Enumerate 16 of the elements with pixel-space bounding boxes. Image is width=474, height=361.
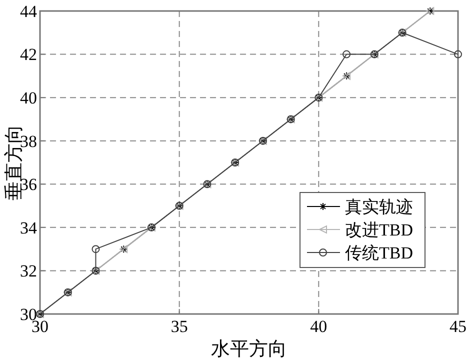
y-tick-label: 32	[20, 262, 37, 281]
y-tick-label: 42	[20, 45, 37, 64]
point	[92, 245, 100, 254]
legend-label: 改进TBD	[345, 220, 413, 240]
y-tick-label: 36	[20, 175, 37, 194]
x-tick-label: 35	[170, 317, 188, 336]
y-tick-label: 34	[20, 218, 38, 238]
x-tick-label: 45	[450, 317, 466, 336]
y-tick-label: 44	[20, 2, 38, 21]
x-axis-title: 水平方向	[211, 338, 287, 360]
y-tick-label: 40	[20, 88, 37, 108]
legend-label: 真实轨迹	[345, 197, 413, 216]
x-tick-label: 40	[310, 317, 328, 336]
point	[342, 50, 351, 58]
point	[454, 50, 462, 58]
legend-label: 传统TBD	[345, 243, 413, 262]
